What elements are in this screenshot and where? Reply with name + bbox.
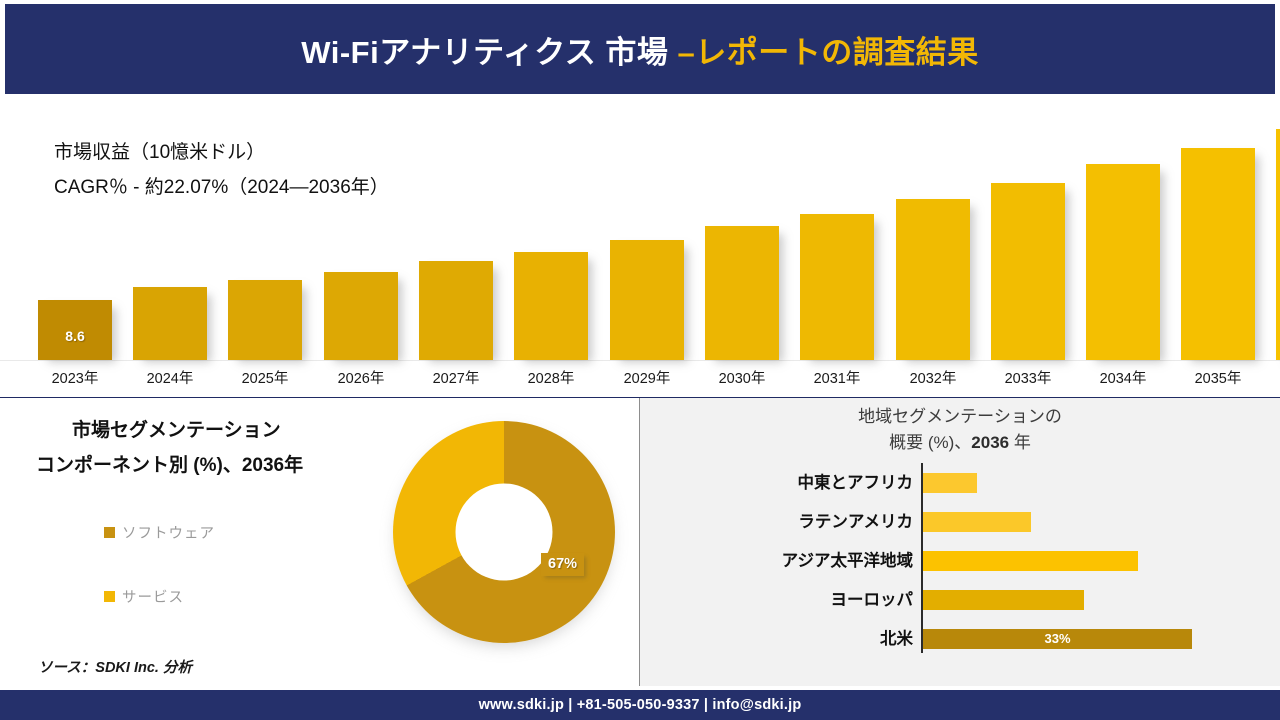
bar bbox=[991, 183, 1065, 360]
x-axis-label: 2027年 bbox=[432, 371, 480, 387]
bar bbox=[896, 199, 970, 360]
bar bbox=[1181, 148, 1255, 360]
source-note: ソース：SDKI Inc. 分析 bbox=[38, 660, 192, 676]
horizontal-divider bbox=[0, 397, 1280, 398]
x-axis-label: 2023年 bbox=[51, 371, 99, 387]
legend-swatch-icon bbox=[104, 591, 115, 602]
bar bbox=[705, 226, 779, 360]
chart-caption-revenue: 市場収益（10憶米ドル） bbox=[54, 142, 266, 163]
bar bbox=[419, 261, 493, 360]
region-title-year: 2036 bbox=[971, 433, 1010, 452]
region-title-line2-prefix: 概要 (%)、 bbox=[889, 433, 972, 452]
x-axis-label: 2030年 bbox=[718, 371, 766, 387]
bar-value-label: 94.1 bbox=[1276, 233, 1280, 249]
region-bar-label: アジア太平洋地域 bbox=[781, 552, 913, 570]
bar bbox=[228, 280, 302, 360]
region-bar-value: 33% bbox=[1044, 631, 1071, 646]
chart-baseline bbox=[0, 360, 1280, 361]
chart-caption-cagr: CAGR％ - 約22.07%（2024―2036年） bbox=[54, 177, 389, 198]
region-bar bbox=[923, 551, 1138, 571]
region-bar bbox=[923, 590, 1084, 610]
x-axis-label: 2025年 bbox=[241, 371, 289, 387]
region-bar-row: ラテンアメリカ bbox=[640, 509, 1280, 535]
bar bbox=[324, 272, 398, 360]
x-axis-label: 2029年 bbox=[623, 371, 671, 387]
legend-item-software: ソフトウェア bbox=[104, 522, 215, 543]
region-bar-label: 中東とアフリカ bbox=[797, 474, 914, 492]
bar-value-label: 8.6 bbox=[65, 328, 85, 344]
x-axis-label: 2033年 bbox=[1004, 371, 1052, 387]
segmentation-title-line2: コンポーネント別 (%)、2036年 bbox=[36, 455, 304, 476]
footer-contact-text: www.sdki.jp | +81-505-050-9337 | info@sd… bbox=[478, 697, 802, 713]
bar bbox=[1276, 129, 1280, 360]
bar bbox=[1086, 164, 1160, 360]
component-segmentation-panel: 市場セグメンテーション コンポーネント別 (%)、2036年 ソフトウェア サー… bbox=[0, 398, 639, 686]
region-bar-row: アジア太平洋地域 bbox=[640, 548, 1280, 574]
x-axis-label: 2036年 bbox=[1270, 367, 1280, 388]
bar bbox=[133, 287, 207, 360]
page-title-accent: –レポートの調査結果 bbox=[677, 34, 979, 70]
region-title: 地域セグメンテーションの 概要 (%)、2036 年 bbox=[640, 404, 1280, 456]
region-bar-label: 北米 bbox=[880, 630, 913, 648]
region-bar-row: 北米 33% bbox=[640, 626, 1280, 652]
legend-swatch-icon bbox=[104, 527, 115, 538]
x-axis-label: 2031年 bbox=[813, 371, 861, 387]
region-bar-label: ヨーロッパ bbox=[830, 591, 914, 609]
x-axis-label: 2034年 bbox=[1099, 371, 1147, 387]
legend-label-services: サービス bbox=[122, 590, 184, 606]
region-bar bbox=[923, 629, 1192, 649]
donut-hole bbox=[455, 483, 553, 581]
bar bbox=[800, 214, 874, 360]
bar bbox=[610, 240, 684, 360]
region-title-line1: 地域セグメンテーションの bbox=[858, 407, 1062, 426]
region-bar bbox=[923, 512, 1031, 532]
x-axis-label: 2024年 bbox=[146, 371, 194, 387]
bar bbox=[38, 300, 112, 360]
region-segmentation-panel: 地域セグメンテーションの 概要 (%)、2036 年 中東とアフリカ ラテンアメリ… bbox=[640, 398, 1280, 686]
region-bar-label: ラテンアメリカ bbox=[798, 513, 913, 531]
region-bar bbox=[923, 473, 977, 493]
x-axis-label: 2035年 bbox=[1194, 371, 1242, 387]
donut-chart: 67% bbox=[393, 421, 615, 643]
page-title: Wi-Fiアナリティクス 市場 –レポートの調査結果 bbox=[301, 27, 979, 72]
bar-series: 8.6 2023年 2024年 2025年 2026年 2027年 2028年 2029年 20… bbox=[0, 94, 1280, 397]
region-bar-row: ヨーロッパ bbox=[640, 587, 1280, 613]
donut-value-badge: 67% bbox=[541, 553, 585, 576]
header-banner: Wi-Fiアナリティクス 市場 –レポートの調査結果 bbox=[5, 4, 1275, 94]
x-axis-label: 2032年 bbox=[909, 371, 957, 387]
region-chart-axis bbox=[921, 463, 923, 653]
region-bar-row: 中東とアフリカ bbox=[640, 470, 1280, 496]
legend-item-services: サービス bbox=[104, 586, 184, 607]
legend-label-software: ソフトウェア bbox=[122, 526, 215, 542]
page-title-main: Wi-Fiアナリティクス 市場 bbox=[301, 34, 678, 70]
segmentation-title-line1: 市場セグメンテーション bbox=[72, 420, 281, 441]
x-axis-label: 2028年 bbox=[527, 371, 575, 387]
vertical-divider bbox=[639, 398, 640, 686]
bar bbox=[514, 252, 588, 360]
x-axis-label: 2026年 bbox=[337, 371, 385, 387]
revenue-bar-chart: 市場収益（10憶米ドル） CAGR％ - 約22.07%（2024―2036年）… bbox=[0, 94, 1280, 397]
footer-banner: www.sdki.jp | +81-505-050-9337 | info@sd… bbox=[0, 690, 1280, 720]
region-title-line2-suffix: 年 bbox=[1009, 433, 1031, 452]
